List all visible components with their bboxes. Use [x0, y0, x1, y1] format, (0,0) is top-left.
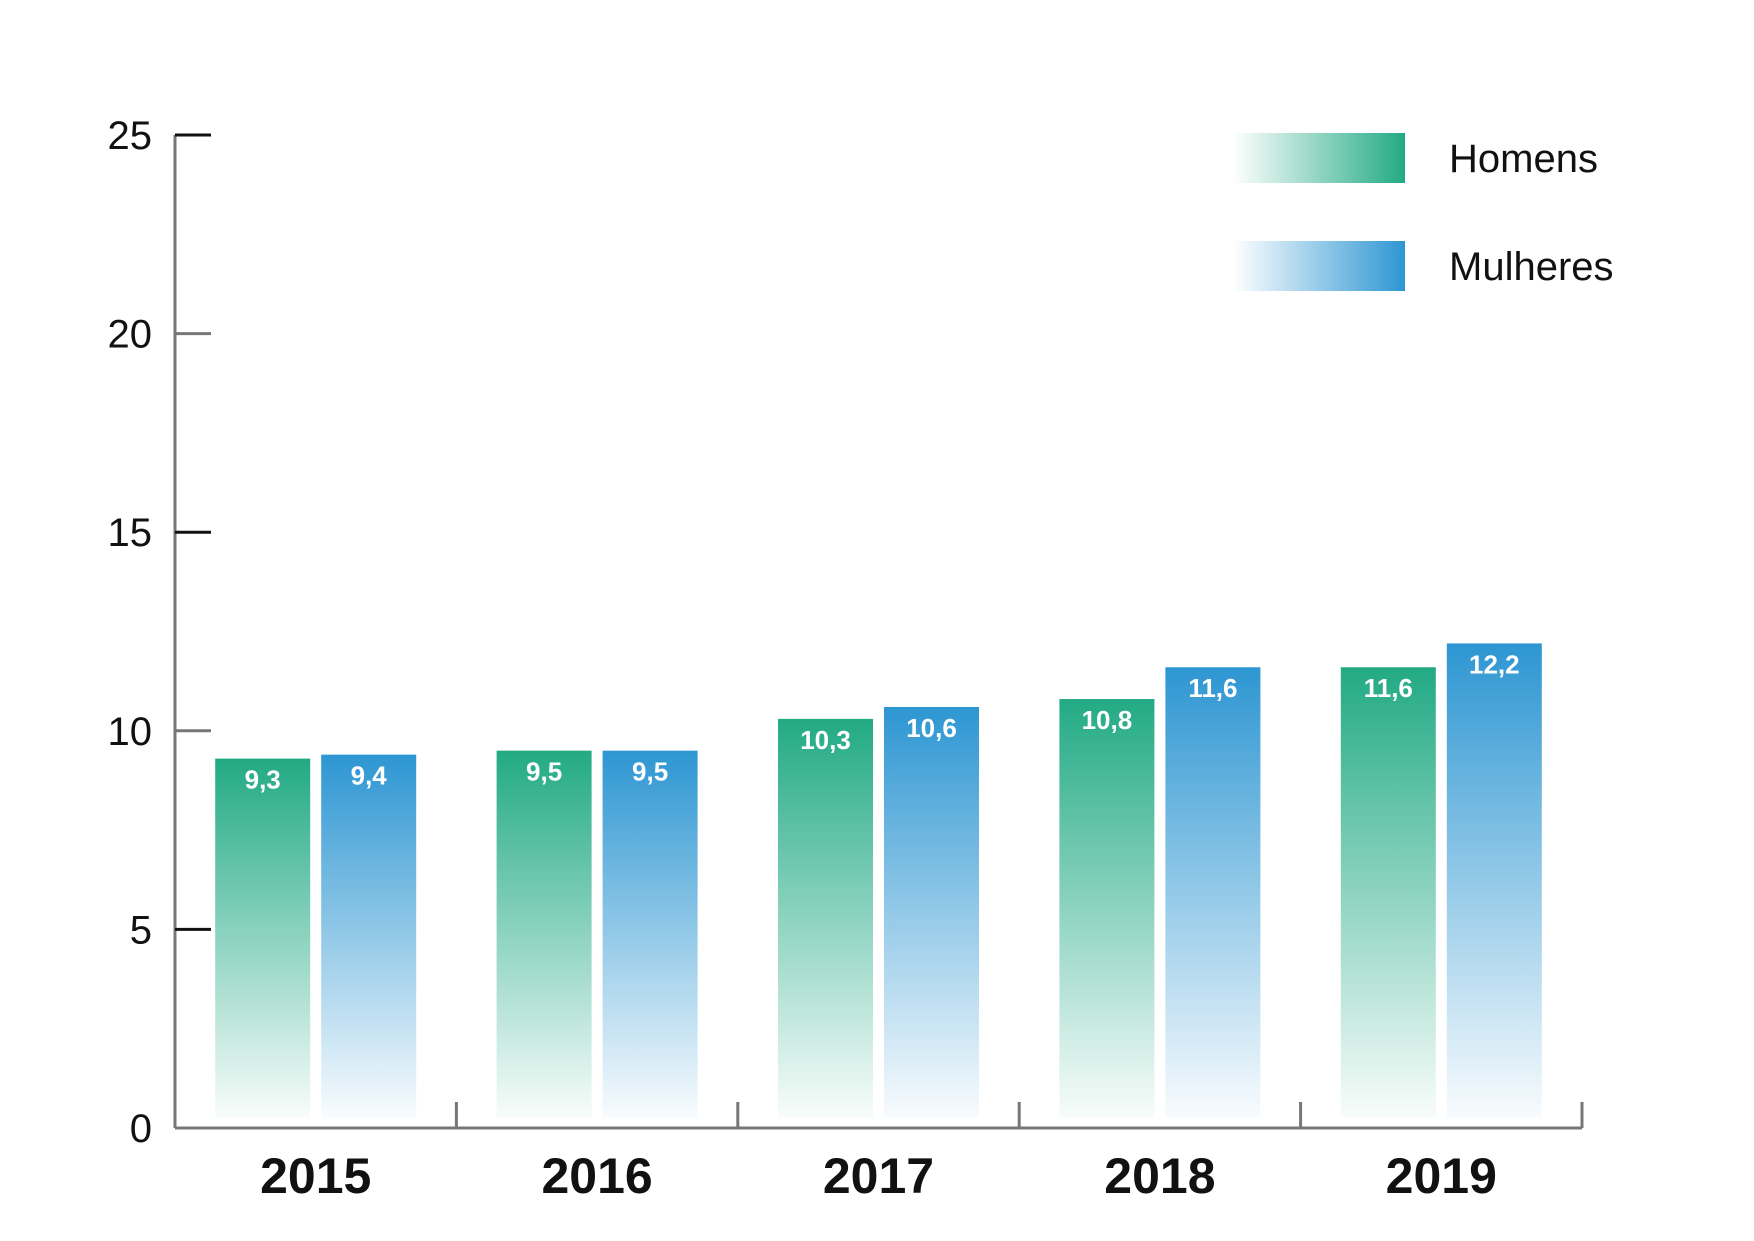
data-label: 12,2 — [1469, 649, 1520, 679]
data-label: 9,5 — [632, 757, 668, 787]
y-tick-label: 25 — [108, 114, 153, 158]
legend-swatch-mulheres — [1233, 241, 1405, 291]
bar-mulheres-2018 — [1165, 667, 1261, 1118]
bar-homens-2017 — [778, 718, 873, 1118]
bar-mulheres-2019 — [1446, 643, 1542, 1118]
data-label: 10,3 — [800, 725, 851, 755]
data-label: 10,8 — [1082, 705, 1133, 735]
legend-label-homens: Homens — [1449, 137, 1598, 181]
legend-swatch-homens — [1233, 133, 1405, 183]
x-category-label: 2017 — [823, 1148, 934, 1204]
y-tick-label: 5 — [130, 908, 152, 952]
bar-mulheres-2017 — [884, 706, 979, 1118]
data-label: 9,3 — [245, 765, 281, 795]
y-tick-label: 10 — [108, 710, 153, 754]
data-label: 11,6 — [1188, 673, 1237, 703]
bars — [215, 643, 1542, 1118]
bar-homens-2019 — [1340, 667, 1436, 1118]
bar-homens-2015 — [215, 758, 311, 1118]
data-label: 10,6 — [906, 713, 957, 743]
legend: Homens Mulheres — [1233, 133, 1614, 291]
x-category-label: 2016 — [541, 1148, 652, 1204]
bar-homens-2016 — [496, 750, 592, 1118]
bar-mulheres-2015 — [321, 754, 417, 1118]
x-category-label: 2018 — [1104, 1148, 1215, 1204]
labels: 9,3 9,4 2015 9,5 9,5 2016 10,3 10,6 2017 10,8 11,6… — [245, 649, 1520, 1204]
data-label: 9,5 — [526, 757, 562, 787]
data-label: 11,6 — [1364, 673, 1413, 703]
legend-label-mulheres: Mulheres — [1449, 245, 1614, 289]
x-category-label: 2019 — [1386, 1148, 1497, 1204]
y-tick-label: 20 — [108, 313, 153, 357]
y-tick-label: 0 — [130, 1107, 152, 1151]
y-tick-label: 15 — [108, 511, 153, 555]
data-label: 9,4 — [351, 761, 388, 791]
x-category-label: 2015 — [260, 1148, 371, 1204]
bar-mulheres-2016 — [602, 750, 698, 1118]
bar-homens-2018 — [1059, 699, 1155, 1118]
axes: 0 5 10 15 20 25 — [108, 114, 1584, 1151]
